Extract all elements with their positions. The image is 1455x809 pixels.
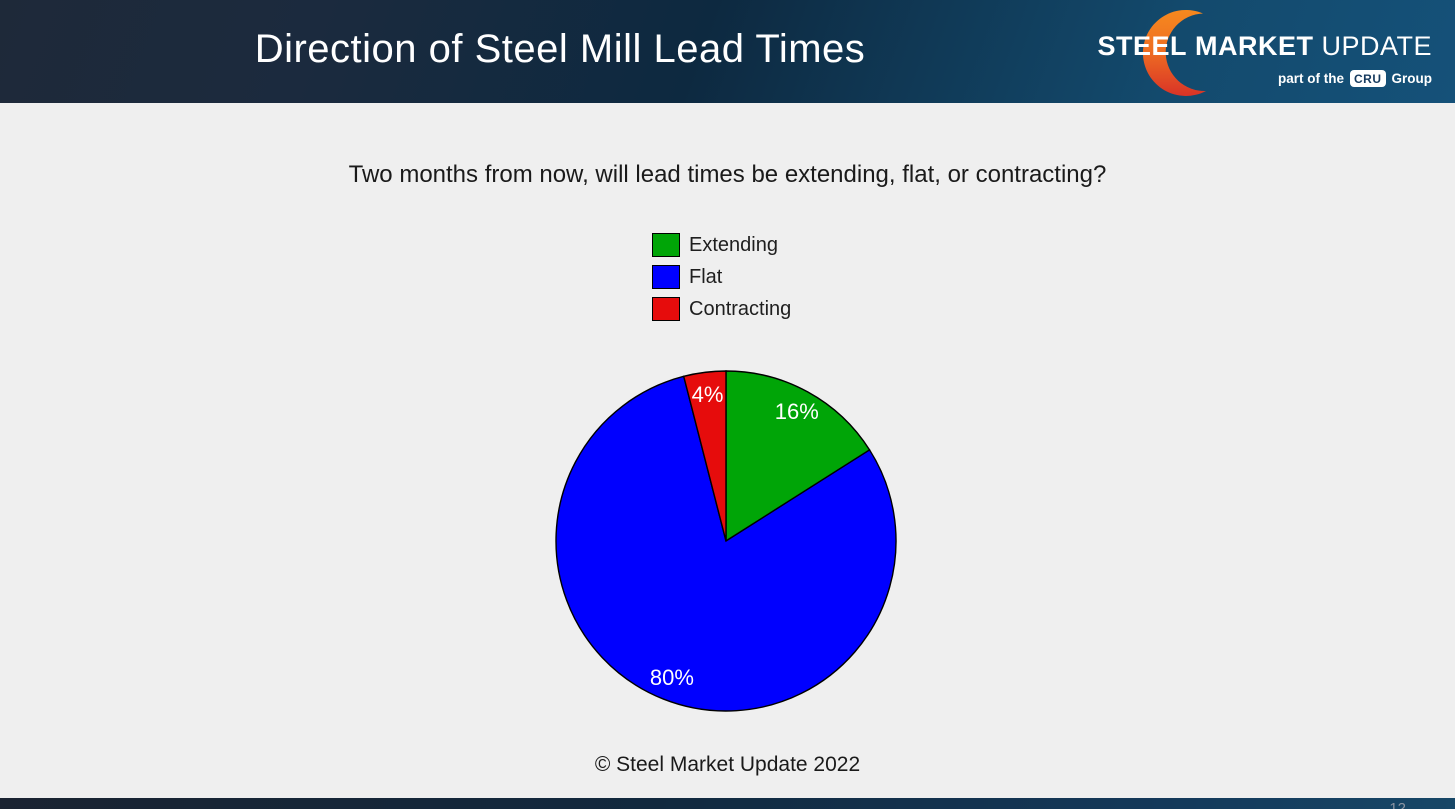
page-title: Direction of Steel Mill Lead Times [254,27,866,71]
pie-slice-label-extending: 16% [774,399,819,425]
cru-badge: CRU [1350,70,1386,87]
pie-slice-label-flat: 80% [649,664,694,690]
pie-slice-contracting [682,370,727,542]
legend-item-contracting: Contracting [652,297,791,321]
page-number: 12 [1389,800,1406,809]
smu-logo: STEEL MARKET UPDATE part of the CRU Grou… [1097,0,1432,103]
tagline-suffix: Group [1391,71,1433,86]
copyright-text: © Steel Market Update 2022 [594,753,861,776]
logo-word-market: MARKET [1194,31,1314,61]
crescent-moon-icon [1142,9,1206,96]
pie-slice-extending [725,370,871,543]
pie-slice-label-contracting: 4% [691,382,724,408]
pie-chart: 16% 80% 4% [546,361,906,721]
pie-chart-svg [555,370,897,712]
footer-bar: 12 [0,798,1455,809]
legend-item-extending: Extending [652,233,791,257]
legend-label-contracting: Contracting [689,297,792,320]
smu-logo-tagline: part of the CRU Group [1278,70,1432,87]
tagline-prefix: part of the [1278,71,1344,86]
legend-swatch-extending [652,233,680,257]
logo-word-steel: STEEL [1097,31,1187,61]
legend-swatch-contracting [652,297,680,321]
legend-label-flat: Flat [689,265,723,288]
smu-logo-text: STEEL MARKET UPDATE [1097,31,1432,62]
header: Direction of Steel Mill Lead Times STEEL… [0,0,1455,103]
legend-label-extending: Extending [689,233,778,256]
logo-word-update: UPDATE [1321,31,1432,61]
pie-slice-flat [555,375,897,712]
chart-question: Two months from now, will lead times be … [348,161,1107,188]
legend-swatch-flat [652,265,680,289]
chart-legend: Extending Flat Contracting [652,233,791,329]
legend-item-flat: Flat [652,265,791,289]
